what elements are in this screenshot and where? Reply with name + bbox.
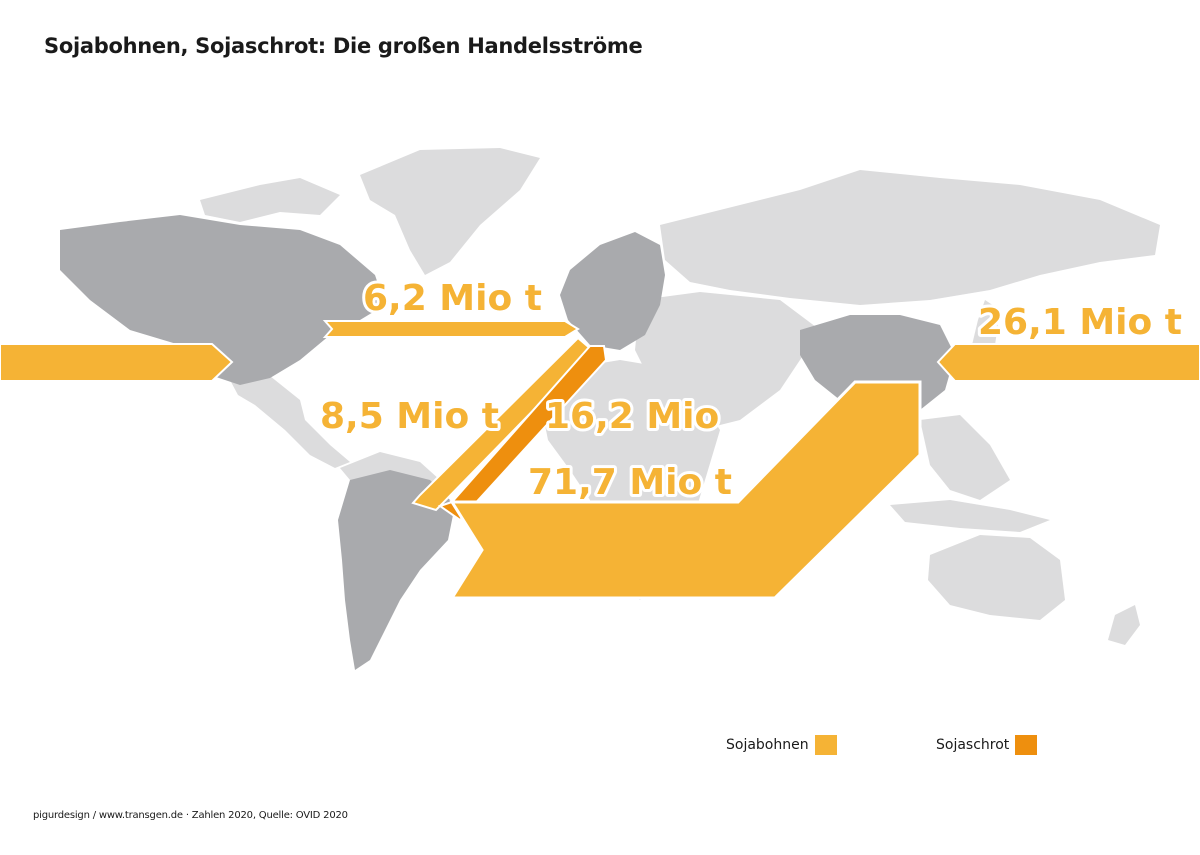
greenland	[360, 148, 540, 275]
europe	[560, 232, 665, 350]
flow-labels: 6,2 Mio t 8,5 Mio t 16,2 Mio 71,7 Mio t …	[317, 275, 1185, 506]
label-us-europe: 6,2 Mio t	[363, 278, 542, 319]
land-other	[200, 148, 1160, 645]
label-brazil-china: 71,7 Mio t	[528, 462, 732, 503]
legend-swatch-soymeal	[1015, 735, 1038, 755]
legend-label-soymeal: Sojaschrot	[936, 737, 1010, 753]
southeast-asia	[920, 415, 1010, 500]
arctic-islands	[200, 178, 340, 222]
north-america	[60, 215, 385, 385]
flow-brazil-china	[449, 380, 922, 600]
mexico-central-america	[230, 372, 350, 468]
trade-flows	[0, 320, 1200, 600]
russia	[660, 170, 1160, 305]
flow-us-china-left	[0, 343, 234, 382]
legend-label-soybeans: Sojabohnen	[726, 737, 809, 753]
label-south-america-europe-meal: 16,2 Mio	[545, 396, 719, 437]
new-zealand	[1108, 605, 1140, 645]
indonesia	[890, 500, 1050, 532]
legend-item-soymeal: Sojaschrot	[936, 735, 1038, 755]
legend-item-soybeans: Sojabohnen	[726, 735, 837, 755]
page-title: Sojabohnen, Sojaschrot: Die großen Hande…	[44, 34, 643, 58]
flow-us-china-right	[936, 343, 1200, 382]
label-brazil-europe-beans: 8,5 Mio t	[320, 396, 499, 437]
australia	[928, 535, 1065, 620]
legend-swatch-soybeans	[814, 735, 837, 755]
south-america	[338, 470, 455, 670]
land-highlight	[60, 215, 955, 670]
footer-source: pigurdesign / www.transgen.de · Zahlen 2…	[33, 810, 348, 821]
flow-us-europe	[322, 320, 580, 338]
label-us-china: 26,1 Mio t	[978, 302, 1182, 343]
